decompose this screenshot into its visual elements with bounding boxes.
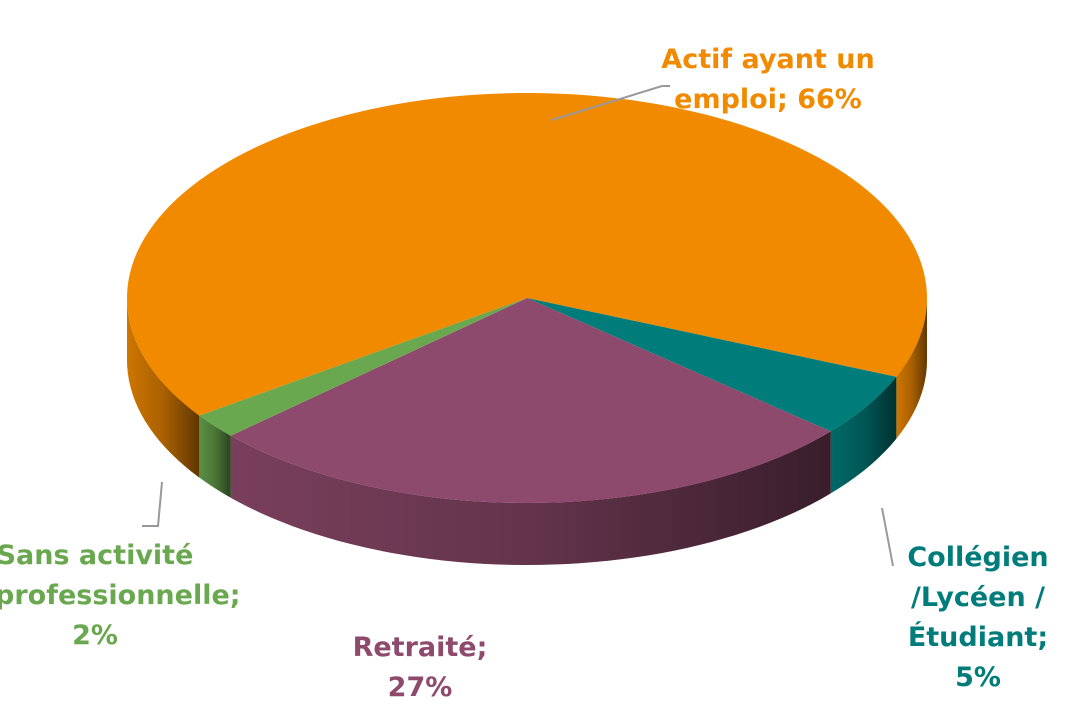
label-separator: ; — [776, 84, 788, 115]
leader-line — [142, 481, 163, 527]
slice — [199, 298, 528, 436]
label-value: 2% — [72, 620, 118, 651]
label-category: Actif ayant un emploi — [661, 44, 875, 115]
label-category: Collégien /Lycéen / Étudiant — [907, 542, 1049, 653]
slice-side-shade — [830, 376, 897, 494]
label-category: Retraité — [352, 632, 477, 663]
slice — [527, 298, 897, 432]
slice-side-shade — [127, 298, 200, 478]
label-value: 5% — [955, 662, 1001, 693]
label-separator: ; — [229, 580, 241, 611]
data-label: Retraité; 27% — [320, 628, 520, 707]
data-label: Sans activité professionnelle; 2% — [0, 536, 241, 656]
label-separator: ; — [1037, 622, 1049, 653]
label-value: 27% — [387, 672, 453, 703]
label-value: 66% — [797, 84, 862, 115]
slice — [230, 298, 831, 503]
label-separator: ; — [476, 632, 488, 663]
leader-line — [551, 85, 670, 121]
slice-side-shade — [896, 298, 927, 439]
leader-line — [881, 507, 894, 567]
data-label: Actif ayant un emploi; 66% — [653, 40, 883, 120]
slice-side-shade — [199, 415, 231, 498]
slice-side-shade — [230, 431, 831, 565]
slice — [127, 93, 927, 416]
data-label: Collégien /Lycéen / Étudiant; 5% — [883, 538, 1073, 698]
label-category: Sans activité professionnelle — [0, 540, 230, 611]
sides — [127, 298, 927, 565]
tops — [127, 93, 927, 503]
